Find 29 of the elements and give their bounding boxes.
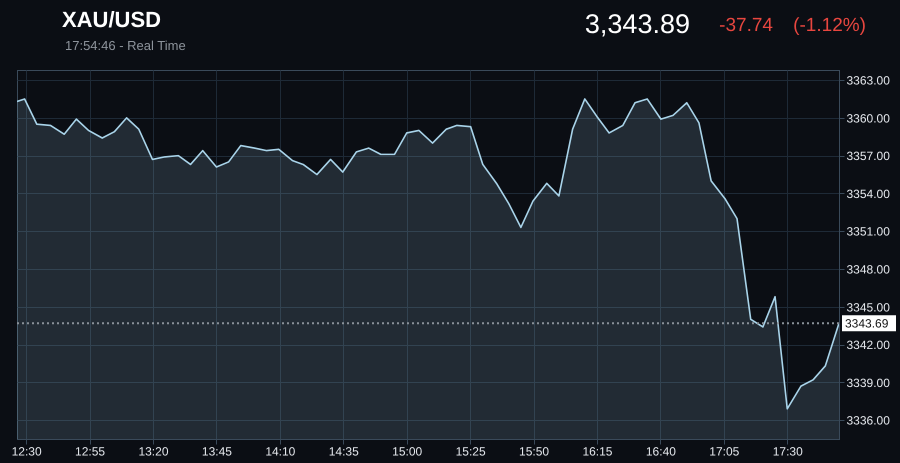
x-tick-label: 17:30 <box>772 444 804 458</box>
x-tick-label: 17:05 <box>709 444 740 458</box>
x-tick-label: 12:55 <box>75 444 106 458</box>
y-tick-label: 3339.00 <box>846 376 890 390</box>
y-tick-label: 3360.00 <box>846 111 890 126</box>
x-tick-label: 15:00 <box>392 444 423 458</box>
text: (-1.12%) <box>793 15 866 36</box>
y-tick-label: 3342.00 <box>846 338 890 352</box>
text: 3,343.89 <box>584 9 690 39</box>
chart-subtitle: 17:54:46 - Real Time <box>65 38 186 53</box>
x-tick-label: 14:35 <box>328 444 360 458</box>
y-tick-label: 3354.00 <box>846 186 890 201</box>
x-tick-label: 15:25 <box>456 444 486 458</box>
ref-line-label: 3343.69 <box>845 316 889 330</box>
y-tick-label: 3351.00 <box>846 224 890 239</box>
chart-title: XAU/USD <box>62 7 162 32</box>
y-tick-label: 3348.00 <box>846 262 890 276</box>
x-tick-label: 13:45 <box>202 444 232 458</box>
x-tick-label: 14:10 <box>265 444 296 458</box>
x-tick-label: 16:15 <box>582 444 613 458</box>
x-tick-label: 12:30 <box>12 444 42 458</box>
y-tick-label: 3345.00 <box>846 300 890 314</box>
text: -37.74 <box>719 15 774 36</box>
y-tick-label: 3363.00 <box>846 74 890 88</box>
y-tick-label: 3357.00 <box>846 149 890 164</box>
x-tick-label: 15:50 <box>519 444 550 458</box>
y-tick-label: 3336.00 <box>846 414 890 428</box>
x-tick-label: 16:40 <box>646 444 676 458</box>
x-tick-label: 13:20 <box>138 444 169 458</box>
